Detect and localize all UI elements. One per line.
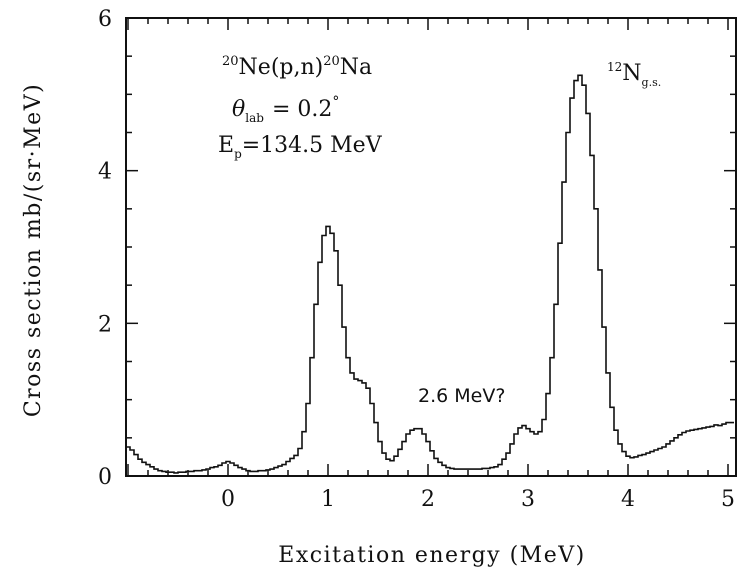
gs-sup: 12 — [607, 60, 622, 74]
ground-state-label: 12Ng.s. — [607, 60, 661, 89]
reaction-part-b: Na — [340, 55, 372, 80]
reaction-sup-a: 20 — [222, 54, 239, 69]
x-tick-label: 3 — [521, 487, 535, 512]
y-tick-label: 2 — [98, 312, 112, 337]
y-tick-label: 4 — [98, 160, 112, 185]
x-tick-label: 5 — [721, 487, 735, 512]
axis-ticks — [126, 17, 736, 477]
y-tick-label: 6 — [98, 7, 112, 32]
theta-sub: lab — [245, 111, 264, 125]
x-tick-label: 0 — [221, 487, 235, 512]
x-tick-label: 4 — [621, 487, 635, 512]
gs-symbol: N — [622, 61, 641, 86]
x-axis-title: Excitation energy (MeV) — [278, 543, 585, 568]
y-tick-label: 0 — [98, 465, 112, 490]
ep-sub: p — [234, 147, 242, 161]
ep-label: Ep=134.5 MeV — [218, 133, 383, 161]
ep-symbol: E — [218, 133, 234, 158]
theta-label: θlab = 0.2° — [232, 94, 339, 125]
reaction-part-a: Ne(p,n) — [239, 55, 324, 80]
theta-degree: ° — [332, 94, 339, 110]
gs-sub: g.s. — [642, 76, 662, 89]
ep-value: =134.5 MeV — [242, 133, 383, 158]
theta-symbol: θ — [232, 97, 245, 122]
reaction-label: 20Ne(p,n)20Na — [222, 54, 372, 80]
reaction-sup-b: 20 — [323, 54, 340, 69]
theta-value: = 0.2 — [272, 97, 332, 122]
x-tick-label: 1 — [321, 487, 335, 512]
y-axis-title: Cross section mb/(sr·MeV) — [21, 83, 46, 417]
x-tick-label: 2 — [421, 487, 435, 512]
peak-annotation: 2.6 MeV? — [418, 385, 505, 407]
spectrum-step-line — [126, 74, 734, 474]
